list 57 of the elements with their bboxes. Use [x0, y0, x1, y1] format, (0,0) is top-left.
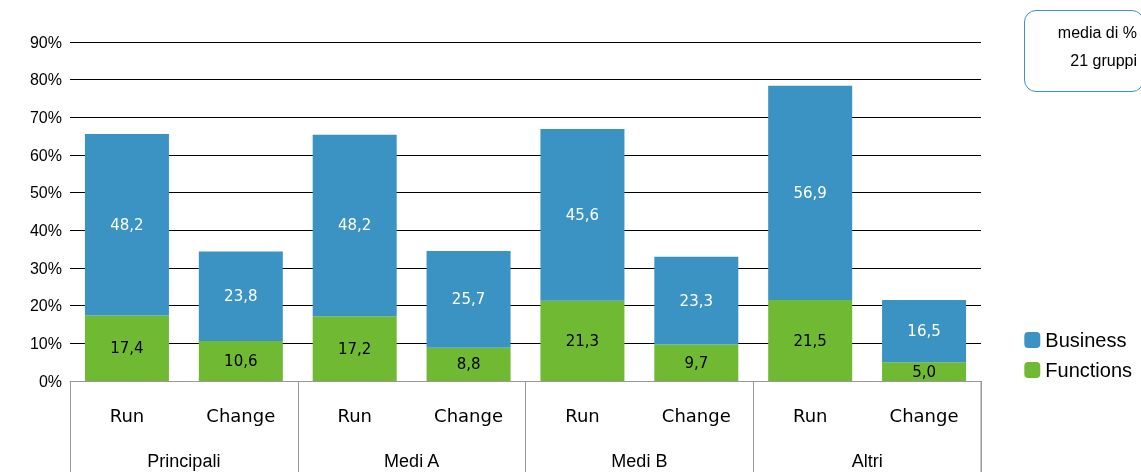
- bar: [426, 347, 511, 381]
- y-tick-label: 90%: [29, 33, 62, 51]
- bar: [654, 344, 739, 381]
- text: Principali: [147, 451, 221, 471]
- data-label: 48,2: [110, 215, 144, 234]
- y-tick-label: 10%: [29, 334, 62, 352]
- y-tick-label: 30%: [29, 259, 62, 277]
- bar: [768, 300, 853, 381]
- text: Medi A: [384, 451, 440, 471]
- data-label: 5,0: [912, 362, 936, 381]
- x-tick-label: Change: [889, 404, 959, 426]
- bar: [540, 300, 625, 381]
- y-tick-label: 80%: [29, 71, 62, 89]
- data-label: 48,2: [337, 216, 372, 235]
- data-label: 25,7: [451, 290, 486, 309]
- bar: [312, 134, 397, 317]
- legend-label: Business: [1045, 329, 1127, 351]
- x-tick-label: Run: [792, 404, 828, 426]
- data-label: 45,6: [565, 205, 600, 224]
- data-label: 17,2: [337, 339, 372, 358]
- y-tick-label: 50%: [29, 184, 62, 202]
- bar: [540, 129, 625, 301]
- x-tick-label: Run: [337, 404, 372, 426]
- x-tick-label: Run: [109, 404, 145, 426]
- bar: [882, 300, 967, 363]
- data-label: 9,7: [684, 353, 709, 372]
- data-label: 23,8: [224, 287, 258, 306]
- data-label: 8,8: [456, 355, 481, 374]
- legend-label: Functions: [1045, 359, 1133, 381]
- data-label: 56,9: [793, 183, 827, 202]
- data-label: 10,6: [224, 352, 258, 371]
- bar: [198, 341, 283, 381]
- bar: [768, 85, 853, 301]
- bar: [654, 256, 739, 345]
- x-tick-label: Change: [661, 404, 731, 426]
- data-label: 21,3: [565, 331, 600, 350]
- bar: [198, 251, 283, 342]
- x-tick-label: Run: [565, 404, 600, 426]
- data-label: 21,5: [793, 331, 827, 350]
- bar: [312, 316, 397, 381]
- note-box: media di % 21 gruppi: [1024, 10, 1141, 92]
- data-label: 16,5: [907, 322, 941, 341]
- y-tick-label: 60%: [29, 146, 62, 164]
- bar: [426, 251, 511, 348]
- x-tick-label: Change: [434, 404, 504, 426]
- y-tick-label: 70%: [29, 108, 62, 126]
- y-tick-label: 20%: [29, 297, 62, 315]
- bar: [84, 133, 169, 316]
- bar: [84, 315, 169, 381]
- bar: [882, 362, 967, 381]
- text: Altri: [851, 451, 883, 471]
- y-tick-label: 40%: [29, 221, 62, 239]
- data-label: 23,3: [679, 291, 714, 310]
- data-label: 17,4: [110, 339, 144, 358]
- x-tick-label: Change: [206, 404, 276, 426]
- y-tick-label: 0%: [38, 372, 62, 390]
- text: Medi B: [611, 451, 668, 471]
